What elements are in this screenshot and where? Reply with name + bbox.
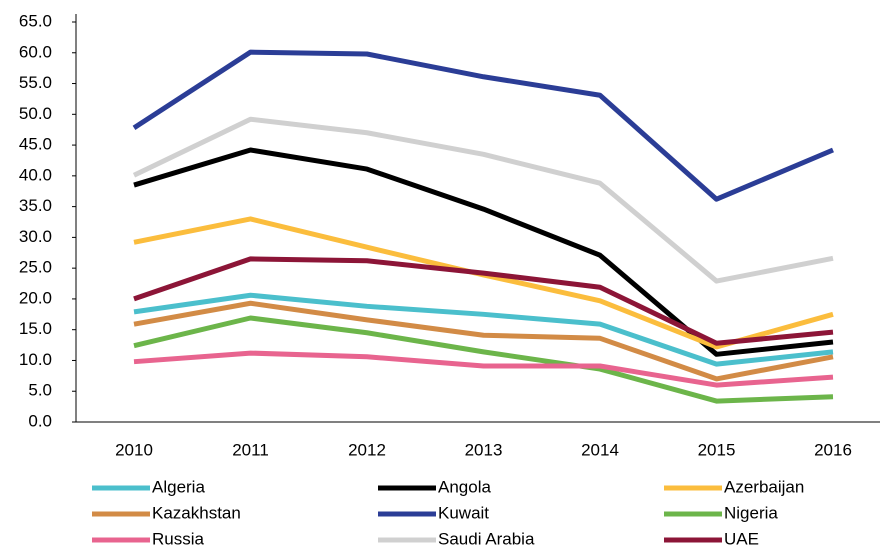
x-tick-label: 2010 xyxy=(115,440,153,459)
legend-label: Azerbaijan xyxy=(724,477,804,496)
legend-label: Algeria xyxy=(152,477,205,496)
series-line xyxy=(132,116,834,284)
y-tick-label: 5.0 xyxy=(28,381,52,400)
x-tick-label: 2012 xyxy=(348,440,386,459)
x-tick-label: 2011 xyxy=(232,440,269,459)
y-tick-label: 50.0 xyxy=(19,104,52,123)
y-tick-label: 10.0 xyxy=(19,350,52,369)
x-tick-label: 2016 xyxy=(814,440,852,459)
series-line xyxy=(133,147,834,357)
y-tick-label: 35.0 xyxy=(19,196,52,215)
y-tick-label: 15.0 xyxy=(19,319,52,338)
series-line xyxy=(133,292,834,367)
y-tick-label: 45.0 xyxy=(19,135,52,154)
x-tick-label: 2014 xyxy=(581,440,619,459)
legend-label: Kazakhstan xyxy=(152,503,241,522)
series-line xyxy=(133,350,834,388)
y-tick-label: 65.0 xyxy=(19,11,52,30)
x-tick-label: 2015 xyxy=(698,440,736,459)
legend-label: Russia xyxy=(152,529,205,548)
y-tick-label: 0.0 xyxy=(28,411,52,430)
y-tick-label: 40.0 xyxy=(19,165,52,184)
series-line xyxy=(133,315,834,404)
legend-label: Kuwait xyxy=(438,503,489,522)
y-tick-label: 20.0 xyxy=(19,288,52,307)
legend-label: Angola xyxy=(438,477,491,496)
y-tick-label: 25.0 xyxy=(19,258,52,277)
series-line xyxy=(133,256,834,346)
legend-label: UAE xyxy=(724,529,759,548)
y-tick-label: 30.0 xyxy=(19,227,52,246)
series-line xyxy=(133,300,834,382)
y-tick-label: 60.0 xyxy=(19,42,52,61)
series-line xyxy=(132,49,834,202)
y-tick-label: 55.0 xyxy=(19,73,52,92)
series-line xyxy=(133,216,834,350)
x-tick-label: 2013 xyxy=(465,440,503,459)
legend-label: Saudi Arabia xyxy=(438,529,535,548)
legend-label: Nigeria xyxy=(724,503,778,522)
